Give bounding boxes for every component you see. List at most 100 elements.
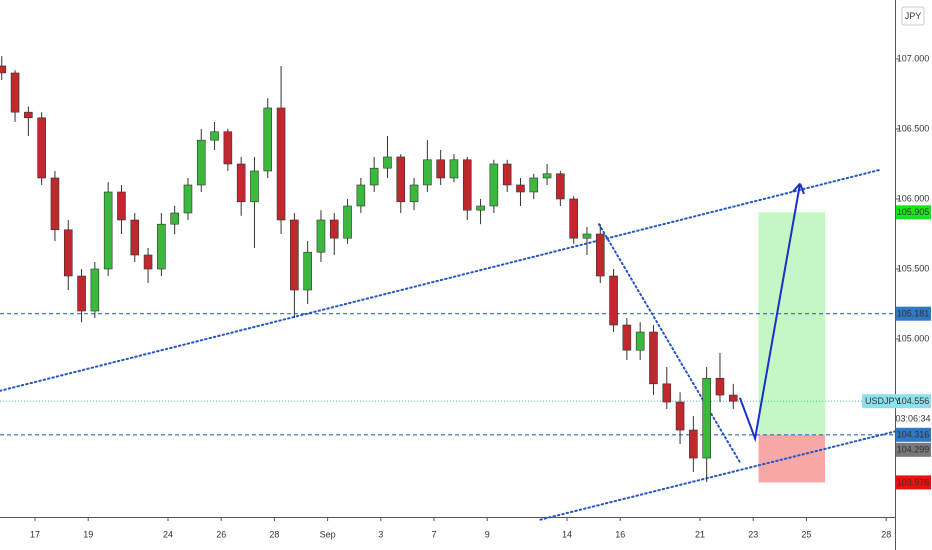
- x-tick-label: 16: [615, 529, 625, 539]
- candle-body: [90, 268, 100, 312]
- x-tick-label: 23: [748, 529, 758, 539]
- target-zone: [758, 212, 826, 435]
- y-tick-label: 106.000: [897, 193, 930, 203]
- candle-body: [516, 184, 525, 193]
- candle-body: [715, 377, 725, 396]
- y-tick-label: 105.000: [897, 333, 930, 343]
- candle-body: [303, 251, 312, 291]
- candle-body: [595, 233, 605, 277]
- candle-body: [396, 156, 406, 203]
- arrow-head: [799, 183, 805, 195]
- candle-body: [489, 163, 499, 207]
- candle-body: [10, 72, 20, 113]
- y-tick-label: 107.000: [897, 53, 930, 63]
- candle-body: [542, 173, 552, 179]
- price-label-bg: [896, 306, 931, 321]
- candle-body: [649, 331, 658, 385]
- price-label: 104.556: [897, 396, 930, 406]
- candle-body: [170, 212, 179, 225]
- candle-body: [728, 394, 738, 402]
- price-label: 104.316: [897, 430, 930, 440]
- x-tick-label: 19: [83, 529, 93, 539]
- candle-body: [196, 139, 206, 186]
- forecast-arrow: [738, 183, 802, 443]
- candle-body: [343, 205, 352, 239]
- candle-body: [77, 275, 86, 312]
- price-label-bg: [896, 427, 931, 442]
- candle-body: [63, 229, 73, 277]
- candle-body: [157, 223, 166, 270]
- x-tick-label: 9: [485, 529, 490, 539]
- candle-body: [210, 131, 219, 141]
- currency: JPY: [905, 11, 922, 21]
- price-label: 103.976: [897, 477, 930, 487]
- candle-body: [263, 107, 273, 172]
- candle-body: [609, 275, 618, 326]
- candle-body: [569, 198, 578, 239]
- candle-body: [702, 377, 711, 459]
- price-label-bg: [896, 475, 931, 490]
- candle-body: [143, 254, 153, 270]
- candle-body: [223, 131, 233, 165]
- candle-body: [369, 167, 379, 186]
- candle-body: [449, 159, 459, 179]
- candle-body: [117, 191, 126, 221]
- price-label: 105.181: [897, 309, 930, 319]
- candle-body: [423, 159, 432, 186]
- x-tick-label: 24: [163, 529, 173, 539]
- x-tick-label: 17: [30, 529, 40, 539]
- candle-body: [529, 177, 539, 193]
- x-tick-label: 28: [269, 529, 279, 539]
- price-label-bg: [896, 205, 931, 220]
- trend-line: [539, 430, 896, 521]
- trend-line: [0, 168, 882, 392]
- y-tick-label: 105.500: [897, 263, 930, 273]
- x-tick-label: 14: [562, 529, 572, 539]
- x-tick-label: 7: [432, 529, 437, 539]
- x-tick-label: 26: [216, 529, 226, 539]
- candle-body: [635, 331, 645, 351]
- stop-zone: [758, 434, 826, 483]
- candle-body: [502, 163, 512, 186]
- candle-body: [24, 111, 33, 119]
- candle-body: [0, 65, 7, 74]
- candle-body: [662, 383, 672, 403]
- candle-body: [130, 219, 140, 256]
- candle-body: [290, 219, 299, 291]
- candle-body: [383, 156, 392, 169]
- candle-body: [409, 184, 419, 203]
- candle-body: [103, 191, 113, 270]
- candle-body: [556, 173, 565, 200]
- x-tick-label: 21: [695, 529, 705, 539]
- x-tick-label: 25: [801, 529, 811, 539]
- x-tick-label: 28: [881, 529, 891, 539]
- candle-body: [236, 163, 246, 203]
- price-label-bg: [862, 394, 931, 409]
- candle-body: [476, 205, 485, 211]
- candle-body: [50, 177, 60, 231]
- candle-body: [316, 219, 326, 253]
- candle-body: [276, 107, 286, 221]
- candle-body: [462, 159, 472, 211]
- candle-body: [675, 401, 685, 431]
- candle-body: [250, 170, 259, 203]
- price-label-bg: [896, 442, 931, 457]
- x-tick-label: 3: [378, 529, 383, 539]
- price-label: 104.299: [897, 445, 930, 455]
- candle-body: [37, 117, 46, 179]
- candle-body: [329, 219, 339, 239]
- candle-body: [622, 324, 632, 351]
- candle-body: [689, 429, 698, 459]
- currency-box[interactable]: [901, 6, 925, 26]
- x-tick-label: Sep: [320, 529, 336, 539]
- countdown: 03:06:34: [895, 414, 930, 424]
- candle-body: [183, 184, 193, 214]
- candle-body: [582, 233, 592, 239]
- price-label: 105.905: [897, 207, 930, 217]
- y-tick-label: 106.500: [897, 123, 930, 133]
- candle-body: [436, 159, 445, 179]
- price-label-name: USDJPY: [865, 396, 901, 406]
- trend-line: [597, 223, 741, 464]
- candle-body: [356, 184, 366, 207]
